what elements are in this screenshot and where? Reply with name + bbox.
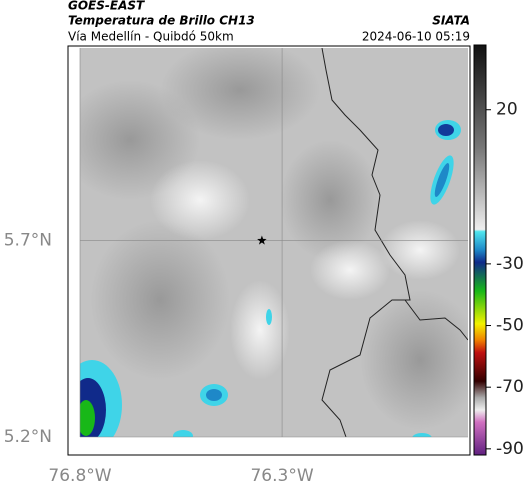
- x-tick-label: 76.3°W: [250, 466, 313, 486]
- org: SIATA: [432, 14, 470, 28]
- colorbar-ramp: [473, 44, 487, 456]
- map-image: [80, 48, 468, 437]
- colorbar-tick-label: 20: [496, 100, 518, 120]
- colorbar-tick-label: -70: [496, 377, 524, 397]
- timestamp: 2024-06-10 05:19: [362, 30, 470, 44]
- colorbar-tick-label: -90: [496, 439, 524, 459]
- colorbar-tick-label: -50: [496, 316, 524, 336]
- x-tick-label: 76.8°W: [48, 466, 111, 486]
- location-marker: [257, 235, 267, 245]
- source: GOES-EAST: [68, 0, 145, 13]
- y-tick-label: 5.2°N: [4, 427, 52, 447]
- colorbar: [473, 44, 487, 456]
- product: Temperatura de Brillo CH13: [68, 14, 255, 28]
- map-frame: [67, 45, 471, 456]
- route: Vía Medellín - Quibdó 50km: [68, 30, 234, 44]
- y-tick-label: 5.7°N: [4, 231, 52, 251]
- colorbar-tick-label: -30: [496, 254, 524, 274]
